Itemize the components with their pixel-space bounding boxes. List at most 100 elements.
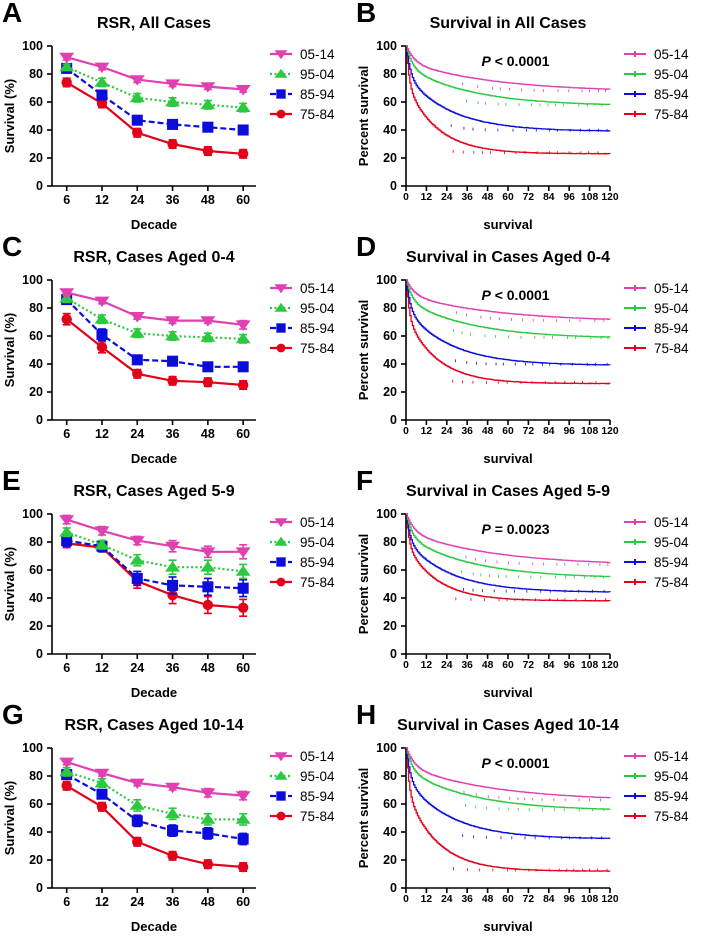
svg-text:36: 36 [461, 894, 473, 905]
svg-text:36: 36 [461, 192, 473, 203]
svg-text:85-94: 85-94 [300, 789, 335, 804]
svg-text:60: 60 [383, 329, 397, 343]
svg-text:75-84: 75-84 [654, 341, 689, 356]
svg-text:95-04: 95-04 [654, 301, 689, 316]
svg-text:P < 0.0001: P < 0.0001 [481, 53, 549, 69]
svg-text:60: 60 [29, 329, 43, 343]
svg-text:95-04: 95-04 [300, 301, 335, 316]
svg-text:72: 72 [523, 192, 535, 203]
svg-text:96: 96 [563, 426, 575, 437]
svg-text:20: 20 [29, 385, 43, 399]
svg-text:6: 6 [63, 661, 70, 675]
svg-text:108: 108 [581, 894, 598, 905]
svg-text:40: 40 [29, 825, 43, 839]
svg-text:60: 60 [236, 895, 250, 909]
svg-text:24: 24 [441, 192, 453, 203]
svg-text:60: 60 [236, 427, 250, 441]
svg-text:36: 36 [461, 660, 473, 671]
svg-text:36: 36 [166, 427, 180, 441]
svg-text:12: 12 [95, 895, 109, 909]
svg-text:120: 120 [601, 426, 618, 437]
svg-text:60: 60 [29, 563, 43, 577]
svg-text:72: 72 [523, 426, 535, 437]
svg-text:80: 80 [383, 67, 397, 81]
svg-text:84: 84 [543, 426, 555, 437]
svg-text:75-84: 75-84 [654, 809, 689, 824]
svg-text:0: 0 [36, 179, 43, 193]
svg-text:P < 0.0001: P < 0.0001 [481, 287, 549, 303]
svg-text:48: 48 [482, 894, 494, 905]
svg-text:Survival (%): Survival (%) [2, 781, 17, 855]
svg-text:72: 72 [523, 660, 535, 671]
svg-text:20: 20 [29, 619, 43, 633]
svg-text:60: 60 [383, 797, 397, 811]
svg-text:20: 20 [29, 853, 43, 867]
svg-text:80: 80 [29, 67, 43, 81]
svg-text:24: 24 [441, 426, 453, 437]
svg-text:75-84: 75-84 [654, 107, 689, 122]
svg-text:96: 96 [563, 660, 575, 671]
svg-text:100: 100 [376, 273, 397, 287]
svg-text:40: 40 [29, 357, 43, 371]
svg-text:60: 60 [236, 193, 250, 207]
svg-text:05-14: 05-14 [654, 281, 689, 296]
svg-text:80: 80 [29, 535, 43, 549]
svg-text:24: 24 [130, 895, 144, 909]
svg-text:72: 72 [523, 894, 535, 905]
svg-text:48: 48 [482, 192, 494, 203]
svg-text:95-04: 95-04 [654, 769, 689, 784]
svg-text:120: 120 [601, 192, 618, 203]
svg-text:100: 100 [22, 741, 43, 755]
svg-text:Percent survival: Percent survival [356, 300, 371, 400]
svg-text:05-14: 05-14 [654, 749, 689, 764]
svg-text:Decade: Decade [131, 919, 177, 934]
svg-text:96: 96 [563, 192, 575, 203]
svg-text:40: 40 [383, 123, 397, 137]
svg-text:RSR, Cases Aged 10-14: RSR, Cases Aged 10-14 [64, 717, 243, 734]
svg-text:RSR, All Cases: RSR, All Cases [97, 15, 211, 32]
svg-text:05-14: 05-14 [300, 515, 335, 530]
svg-text:48: 48 [201, 427, 215, 441]
svg-text:80: 80 [29, 769, 43, 783]
svg-text:0: 0 [403, 192, 409, 203]
svg-text:12: 12 [95, 193, 109, 207]
svg-text:80: 80 [29, 301, 43, 315]
svg-text:84: 84 [543, 660, 555, 671]
svg-text:12: 12 [421, 894, 433, 905]
svg-text:96: 96 [563, 894, 575, 905]
svg-text:0: 0 [36, 647, 43, 661]
svg-text:survival: survival [483, 685, 532, 700]
svg-text:12: 12 [95, 427, 109, 441]
svg-text:80: 80 [383, 535, 397, 549]
svg-text:Percent survival: Percent survival [356, 768, 371, 868]
svg-text:Survival (%): Survival (%) [2, 79, 17, 153]
svg-text:108: 108 [581, 660, 598, 671]
svg-text:12: 12 [421, 660, 433, 671]
svg-text:95-04: 95-04 [654, 67, 689, 82]
svg-text:12: 12 [421, 192, 433, 203]
svg-text:120: 120 [601, 660, 618, 671]
svg-text:36: 36 [461, 426, 473, 437]
svg-text:Decade: Decade [131, 217, 177, 232]
svg-text:Decade: Decade [131, 451, 177, 466]
svg-text:Survival in Cases Aged 0-4: Survival in Cases Aged 0-4 [406, 249, 610, 266]
svg-text:24: 24 [130, 661, 144, 675]
svg-text:RSR, Cases Aged 5-9: RSR, Cases Aged 5-9 [73, 483, 234, 500]
svg-text:0: 0 [36, 413, 43, 427]
svg-text:48: 48 [482, 660, 494, 671]
svg-text:6: 6 [63, 427, 70, 441]
svg-text:85-94: 85-94 [654, 321, 689, 336]
svg-text:Survival in All Cases: Survival in All Cases [430, 15, 587, 32]
svg-text:100: 100 [376, 741, 397, 755]
svg-text:Survival (%): Survival (%) [2, 547, 17, 621]
svg-text:48: 48 [201, 661, 215, 675]
svg-text:0: 0 [390, 413, 397, 427]
svg-text:60: 60 [29, 95, 43, 109]
svg-text:05-14: 05-14 [654, 47, 689, 62]
svg-text:75-84: 75-84 [654, 575, 689, 590]
svg-text:95-04: 95-04 [300, 769, 335, 784]
svg-text:05-14: 05-14 [300, 749, 335, 764]
svg-text:40: 40 [383, 825, 397, 839]
svg-text:0: 0 [403, 660, 409, 671]
svg-text:85-94: 85-94 [654, 87, 689, 102]
